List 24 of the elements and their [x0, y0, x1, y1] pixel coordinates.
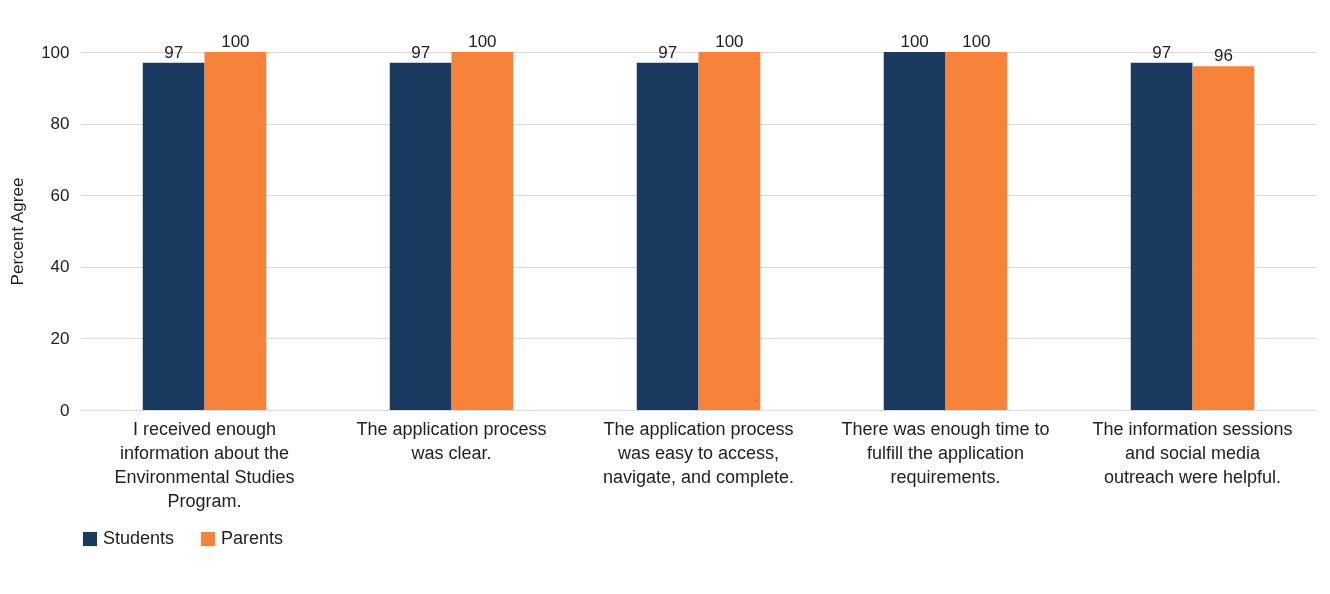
data-label: 100 — [468, 32, 497, 51]
y-tick-label: 40 — [50, 257, 70, 277]
data-label: 97 — [411, 42, 431, 62]
data-label: 100 — [900, 32, 929, 51]
legend-label: Students — [103, 528, 175, 548]
y-tick-label: 20 — [50, 328, 70, 348]
y-tick-label: 0 — [60, 400, 70, 420]
x-tick-label: The information sessions and social media outreach were helpful. — [1092, 418, 1293, 487]
x-tick-label: There was enough time to fulfill the application requirements. — [841, 418, 1050, 487]
data-label: 96 — [1213, 46, 1233, 66]
x-tick-label: The application process was clear. — [356, 418, 547, 463]
y-tick-label: 80 — [50, 114, 70, 134]
data-label: 100 — [715, 32, 744, 51]
x-tick-label: I received enough information about the Environmental Studies Program. — [114, 418, 295, 511]
y-tick-label: 100 — [41, 42, 70, 62]
y-axis-title: Percent Agree — [8, 177, 28, 286]
legend-label: Parents — [221, 528, 284, 548]
x-tick-label: The application process was easy to access, navigate, and complete. — [602, 418, 795, 487]
data-label: 100 — [221, 32, 250, 51]
y-tick-label: 60 — [50, 185, 70, 205]
data-label: 97 — [164, 42, 184, 62]
data-label: 97 — [1152, 42, 1172, 62]
data-label: 97 — [658, 42, 678, 62]
data-label: 100 — [962, 32, 991, 51]
